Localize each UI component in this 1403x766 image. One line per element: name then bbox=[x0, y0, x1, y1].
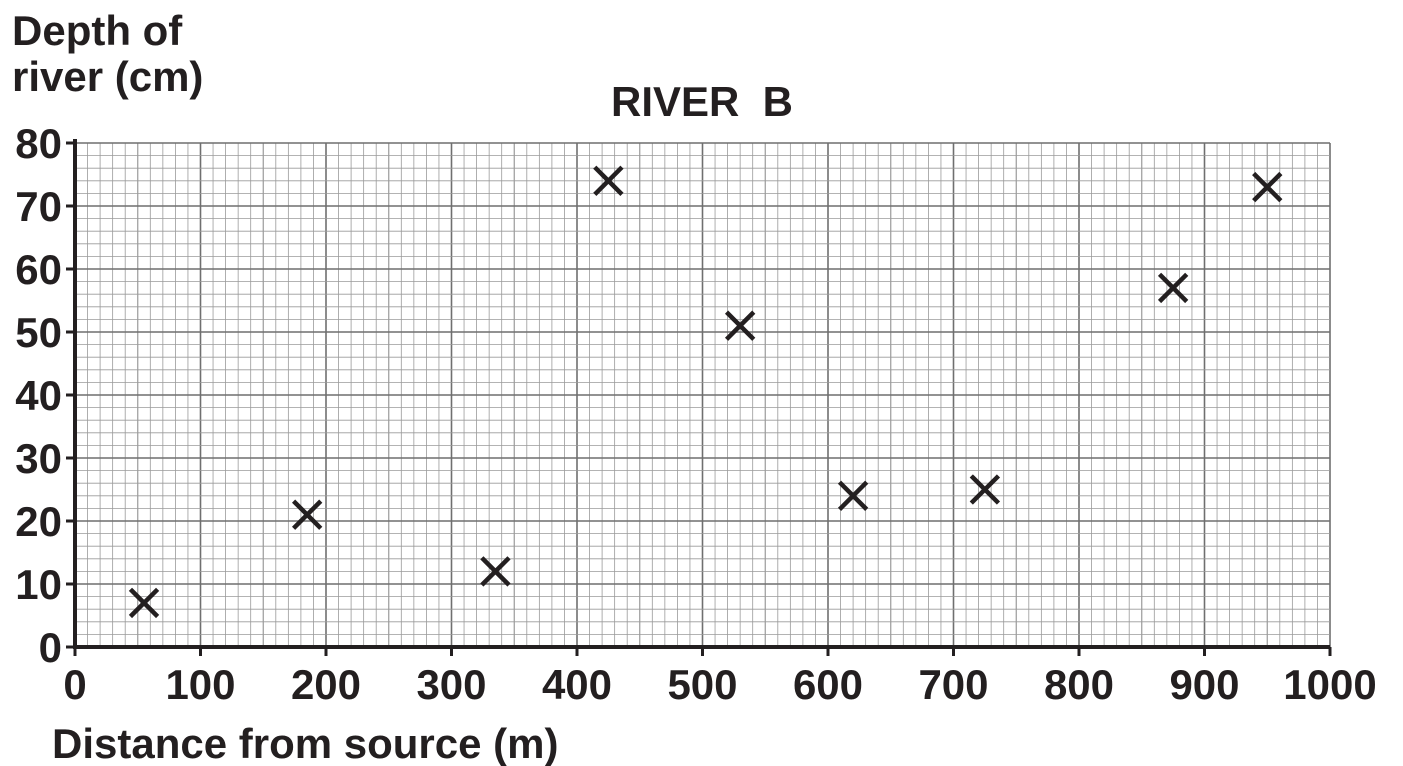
x-tick-label: 800 bbox=[1044, 661, 1114, 708]
x-tick-label: 1000 bbox=[1283, 661, 1376, 708]
x-tick-label: 300 bbox=[416, 661, 486, 708]
y-tick-label: 60 bbox=[15, 246, 62, 293]
x-tick-label: 0 bbox=[63, 661, 86, 708]
x-tick-labels: 0 100 200 300 400 500 600 700 800 900 1000 bbox=[63, 647, 1377, 708]
y-tick-label: 80 bbox=[15, 120, 62, 167]
data-point bbox=[480, 556, 511, 587]
chart-title: RIVER B bbox=[611, 78, 793, 125]
y-tick-label: 50 bbox=[15, 309, 62, 356]
x-tick-label: 200 bbox=[291, 661, 361, 708]
data-point bbox=[1252, 171, 1283, 203]
y-tick-label: 10 bbox=[15, 561, 62, 608]
data-point bbox=[969, 474, 1001, 505]
y-tick-labels: 0 10 20 30 40 50 60 70 80 bbox=[15, 120, 75, 671]
x-tick-label: 700 bbox=[918, 661, 988, 708]
x-tick-label: 500 bbox=[667, 661, 737, 708]
x-tick-label: 100 bbox=[165, 661, 235, 708]
y-tick-label: 70 bbox=[15, 183, 62, 230]
y-tick-label: 0 bbox=[39, 624, 62, 671]
data-point bbox=[837, 480, 869, 511]
y-tick-label: 40 bbox=[15, 372, 62, 419]
y-axis-label: Depth of river (cm) bbox=[12, 8, 203, 100]
data-points bbox=[128, 165, 1283, 619]
grid bbox=[74, 142, 1331, 648]
y-tick-label: 20 bbox=[15, 498, 62, 545]
x-tick-label: 600 bbox=[793, 661, 863, 708]
data-point bbox=[1157, 272, 1189, 304]
x-axis-label: Distance from source (m) bbox=[52, 720, 558, 766]
y-axis-label-line2: river (cm) bbox=[12, 53, 204, 100]
data-point bbox=[593, 165, 624, 196]
x-tick-label: 900 bbox=[1169, 661, 1239, 708]
y-axis-label-line1: Depth of bbox=[12, 7, 183, 54]
y-tick-label: 30 bbox=[15, 435, 62, 482]
data-point bbox=[128, 587, 160, 619]
x-tick-label: 400 bbox=[542, 661, 612, 708]
data-point bbox=[291, 499, 323, 530]
data-point bbox=[724, 310, 756, 341]
